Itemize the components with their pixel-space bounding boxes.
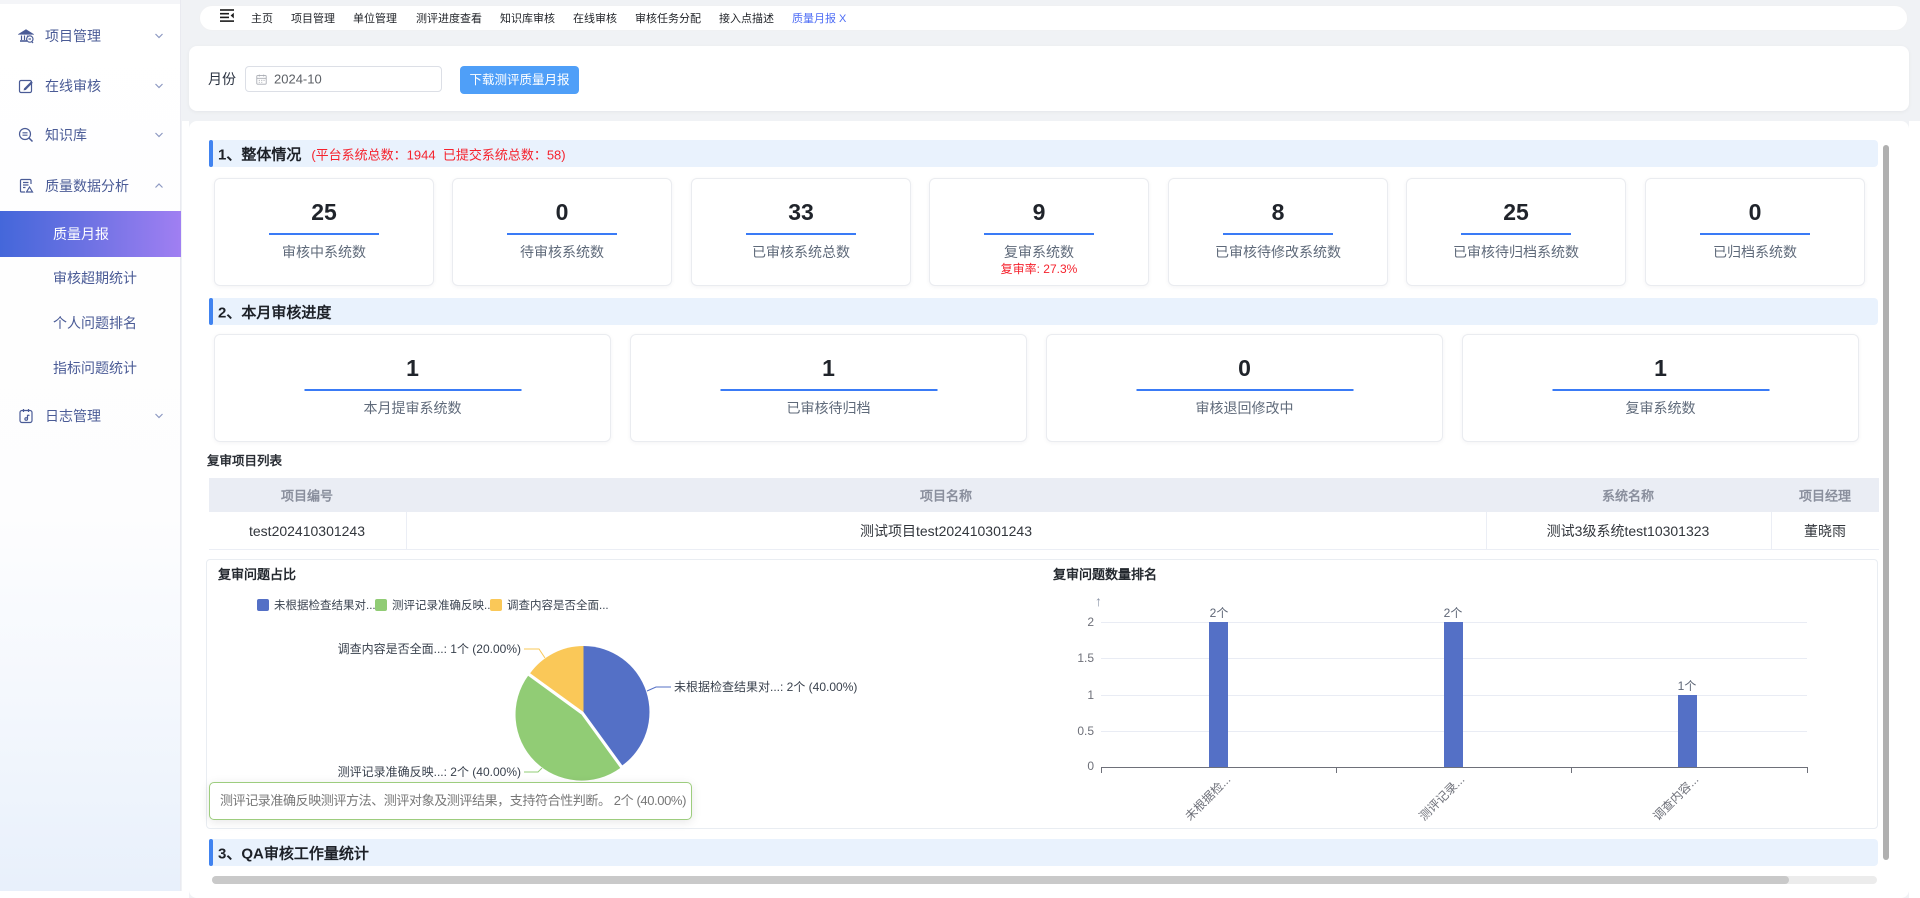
svg-text:调查内容是否全面...: 1个 (20.00%): 调查内容是否全面...: 1个 (20.00%) — [338, 641, 521, 656]
svg-text:未根据检查结果对...: 2个 (40.00%): 未根据检查结果对...: 2个 (40.00%) — [674, 679, 857, 694]
svg-text:测评记录准确反映...: 2个 (40.00%): 测评记录准确反映...: 2个 (40.00%) — [338, 765, 521, 779]
